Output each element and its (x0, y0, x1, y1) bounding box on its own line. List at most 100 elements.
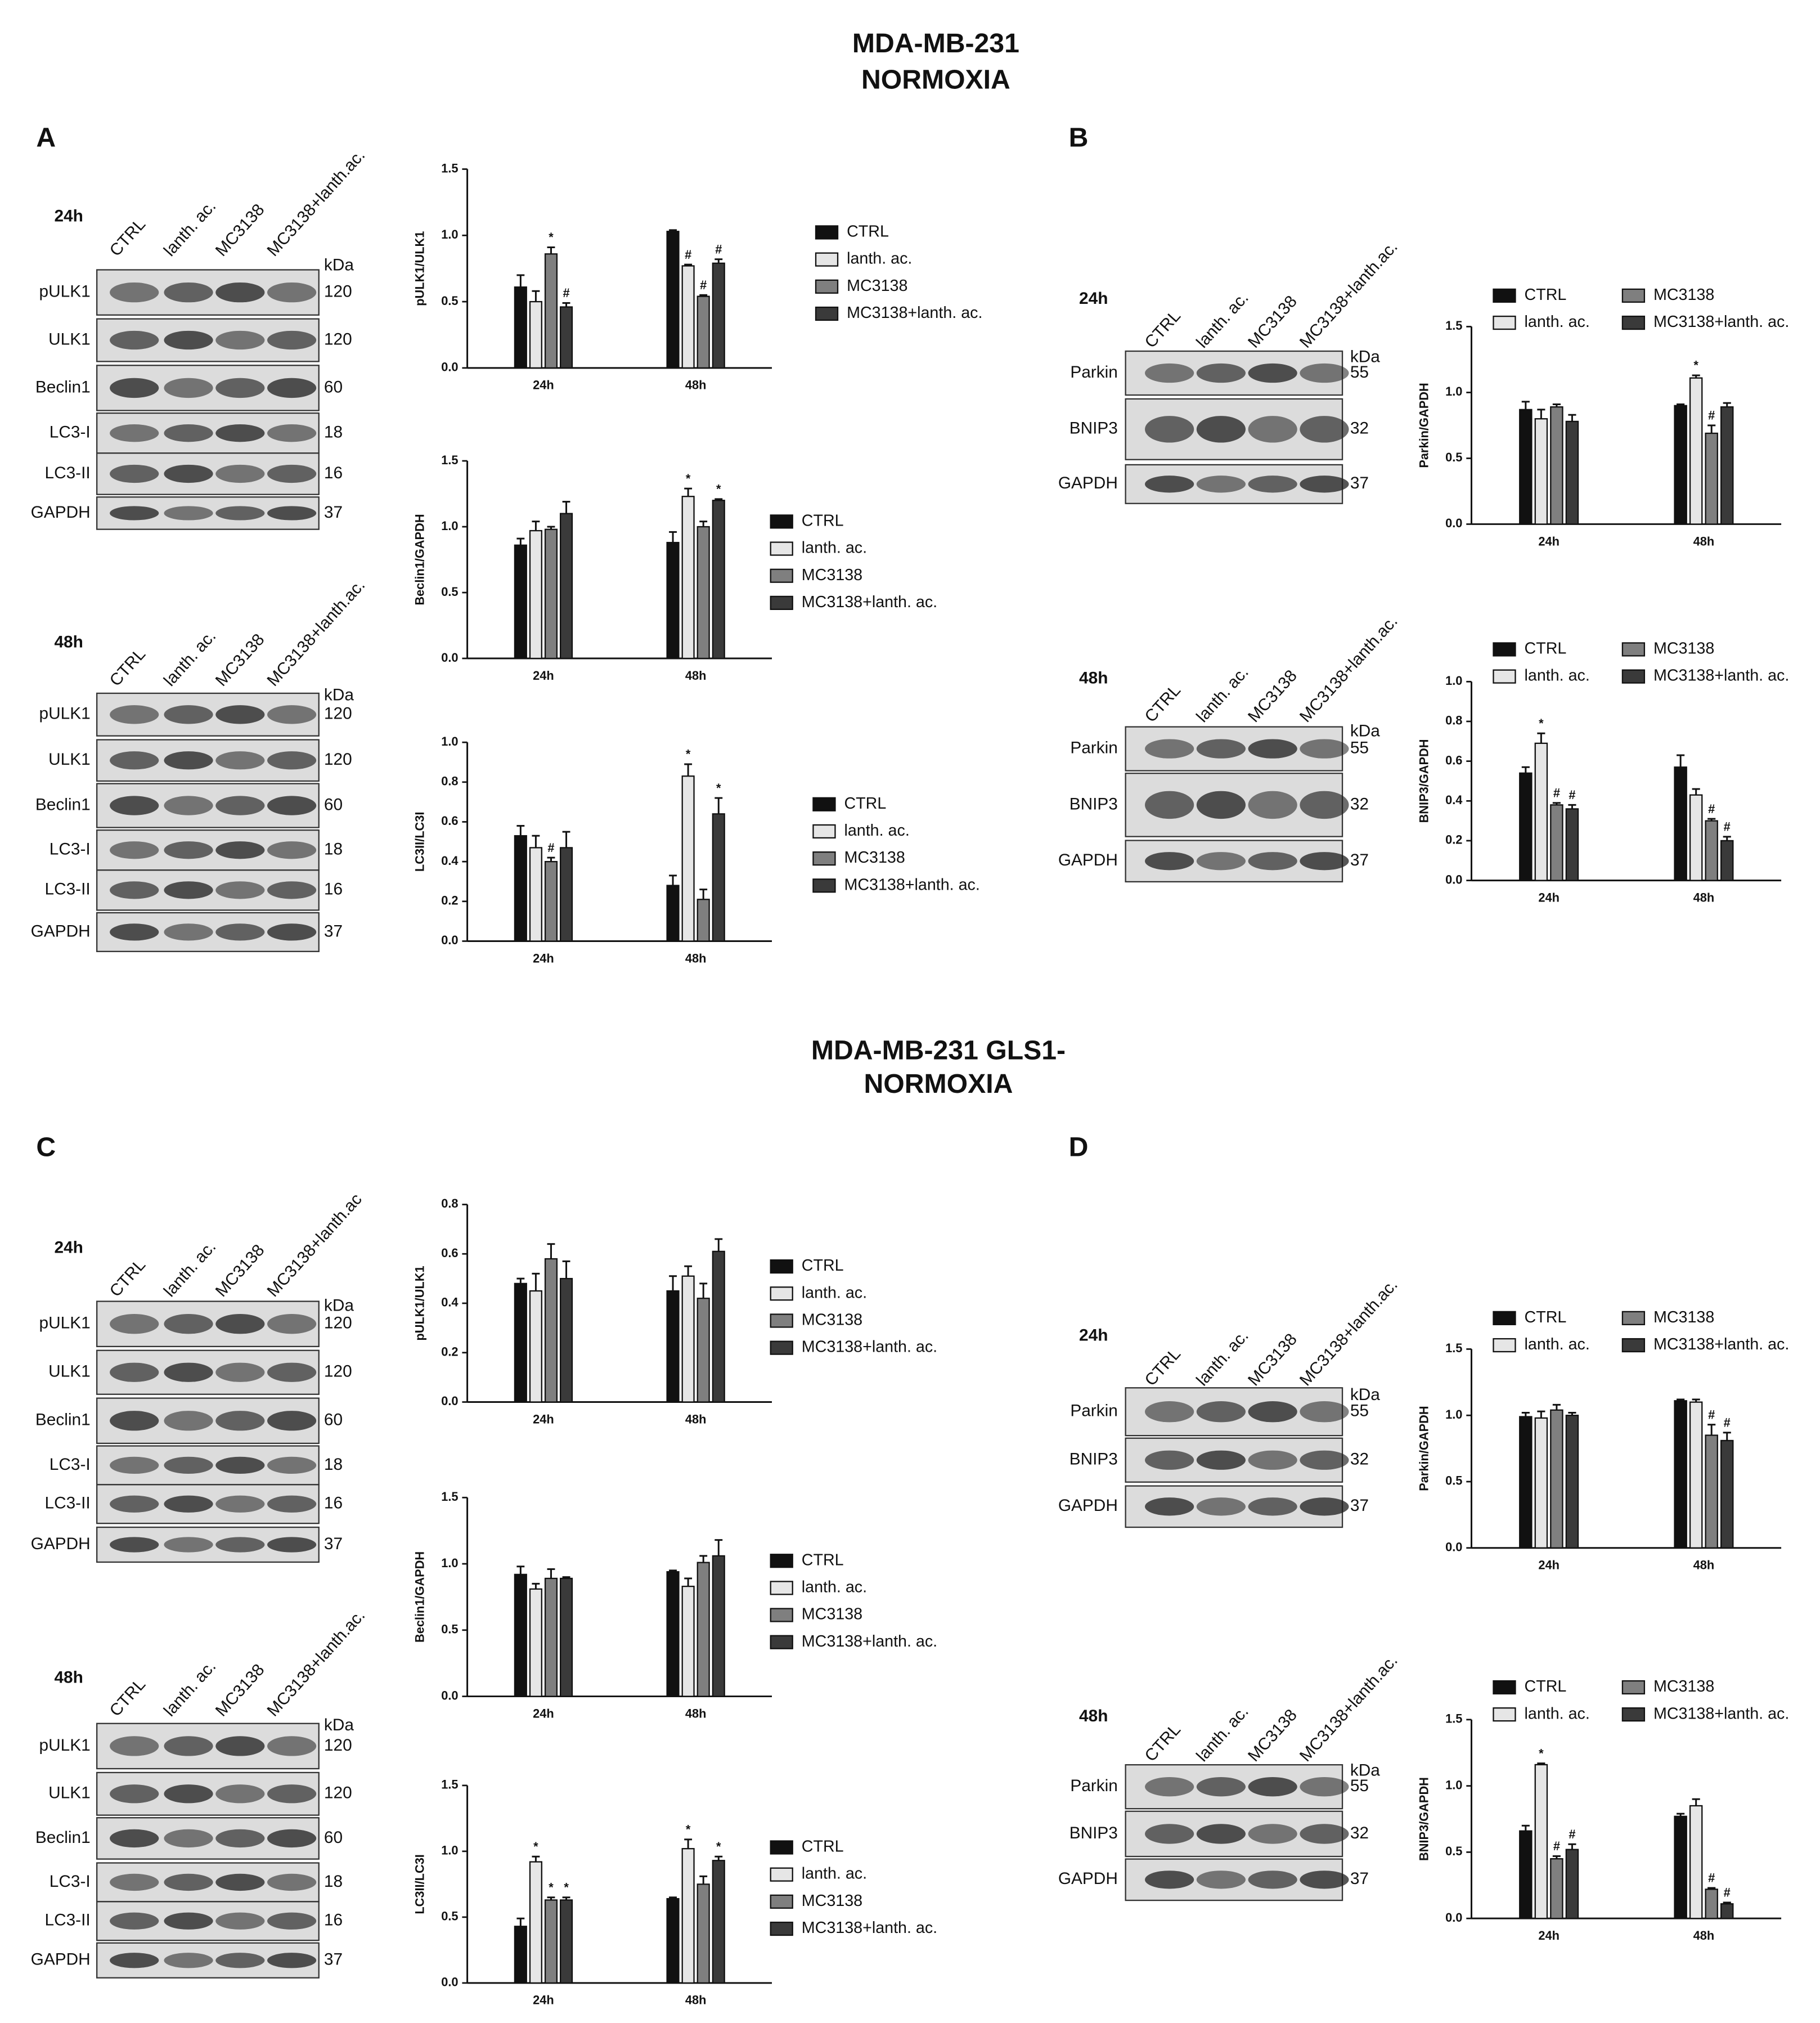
bar (544, 253, 558, 369)
y-axis-label: pULK1/ULK1 (413, 231, 427, 306)
significance-mark: * (686, 1823, 691, 1837)
panel-letter: B (1069, 122, 1089, 152)
bar (696, 526, 710, 660)
x-tick-label: 48h (685, 669, 707, 683)
y-axis-label: LC3II/LC3I (413, 1854, 427, 1914)
kda-value: 60 (324, 1411, 343, 1429)
legend-swatch (815, 225, 839, 240)
blot-band (164, 282, 213, 303)
bar (1550, 1409, 1563, 1549)
row-label: pULK1 (39, 1314, 91, 1333)
blot-band (1248, 363, 1297, 383)
bar (1674, 1815, 1687, 1919)
x-tick-label: 24h (533, 1993, 554, 2007)
kda-value: 16 (324, 464, 343, 482)
blot-band (110, 923, 159, 941)
significance-mark: # (1708, 409, 1715, 423)
kda-value: 18 (324, 1455, 343, 1474)
blot-band (164, 1314, 213, 1334)
blot-band (215, 424, 265, 442)
bar (1720, 1903, 1734, 1919)
x-tick-label: 24h (1538, 1558, 1560, 1572)
x-tick-label: 24h (533, 1706, 554, 1720)
kda-value: 55 (1350, 739, 1369, 757)
y-tick-label: 0.2 (1445, 833, 1462, 847)
bar (681, 1848, 695, 1984)
bar (529, 1290, 542, 1403)
kda-label: kDa (324, 685, 354, 704)
blot-band (164, 1537, 213, 1553)
blot-band (267, 1314, 317, 1334)
legend-label: lanth. ac. (1525, 667, 1590, 685)
kda-value: 32 (1350, 1450, 1369, 1469)
legend-swatch (812, 824, 836, 839)
blot-band (1196, 1777, 1246, 1797)
blot-time: 48h (54, 1668, 83, 1686)
bar (1689, 377, 1703, 525)
row-label: GAPDH (31, 1535, 91, 1553)
x-tick-label: 48h (1693, 534, 1715, 548)
legend-swatch (1493, 1338, 1516, 1353)
kda-value: 37 (1350, 1869, 1369, 1888)
legend-swatch (812, 851, 836, 866)
blot-time: 48h (1079, 1707, 1108, 1725)
blot-band (164, 796, 213, 815)
blot-band (267, 424, 317, 442)
y-tick-label: 0.0 (441, 1688, 458, 1702)
y-tick-label: 0.4 (441, 1295, 458, 1309)
bar (514, 1926, 527, 1984)
blot-band (215, 378, 265, 398)
y-tick-label: 1.5 (441, 453, 458, 467)
legend-label: MC3138+lanth. ac. (802, 1338, 937, 1356)
legend-label: lanth. ac. (1525, 313, 1590, 331)
significance-mark: * (549, 230, 554, 244)
legend-swatch (770, 1840, 793, 1855)
y-axis-label: Parkin/GAPDH (1417, 383, 1431, 468)
blot-time: 24h (54, 207, 83, 225)
blot-band (1300, 1777, 1349, 1797)
significance-mark: # (1553, 786, 1560, 800)
blot-band (215, 1873, 265, 1891)
legend-label: MC3138 (1653, 286, 1714, 304)
y-tick-label: 0.2 (441, 1344, 458, 1358)
y-tick-label: 0.8 (441, 1196, 458, 1210)
bar (1565, 1849, 1579, 1919)
y-tick-label: 0.0 (1445, 1910, 1462, 1925)
blot-band (110, 1362, 159, 1382)
y-tick-label: 0.5 (1445, 1844, 1462, 1858)
y-tick-label: 1.0 (441, 227, 458, 241)
blot-band (164, 751, 213, 770)
y-tick-label: 1.5 (441, 1490, 458, 1504)
bar (666, 231, 680, 369)
heading: MDA-MB-231 (852, 28, 1019, 59)
bar (1519, 1830, 1533, 1919)
row-label: Parkin (1070, 739, 1118, 757)
row-label: GAPDH (1058, 1869, 1118, 1888)
legend-label: MC3138 (847, 277, 907, 295)
bar (559, 1899, 573, 1984)
legend-swatch (770, 595, 793, 611)
blot-band (1248, 791, 1297, 819)
kda-label: kDa (324, 255, 354, 274)
bar (666, 1898, 680, 1984)
bar (514, 544, 527, 660)
blot-band (1145, 1450, 1194, 1470)
blot-band (1196, 1824, 1246, 1844)
kda-value: 37 (324, 1950, 343, 1969)
blot-band (215, 464, 265, 483)
kda-value: 120 (324, 1362, 352, 1381)
blot-band (1248, 1401, 1297, 1423)
legend-swatch (1493, 1680, 1516, 1695)
row-label: LC3-II (45, 464, 91, 482)
blot-band (267, 923, 317, 941)
legend-label: MC3138 (1653, 1308, 1714, 1326)
bar (681, 1585, 695, 1697)
blot-band (267, 330, 317, 350)
row-label: BNIP3 (1069, 1824, 1118, 1842)
bar (514, 835, 527, 942)
blot-band (267, 1873, 317, 1891)
significance-mark: * (716, 781, 721, 795)
legend-swatch (1493, 288, 1516, 303)
bar (1705, 1434, 1718, 1549)
legend-swatch (1493, 642, 1516, 657)
